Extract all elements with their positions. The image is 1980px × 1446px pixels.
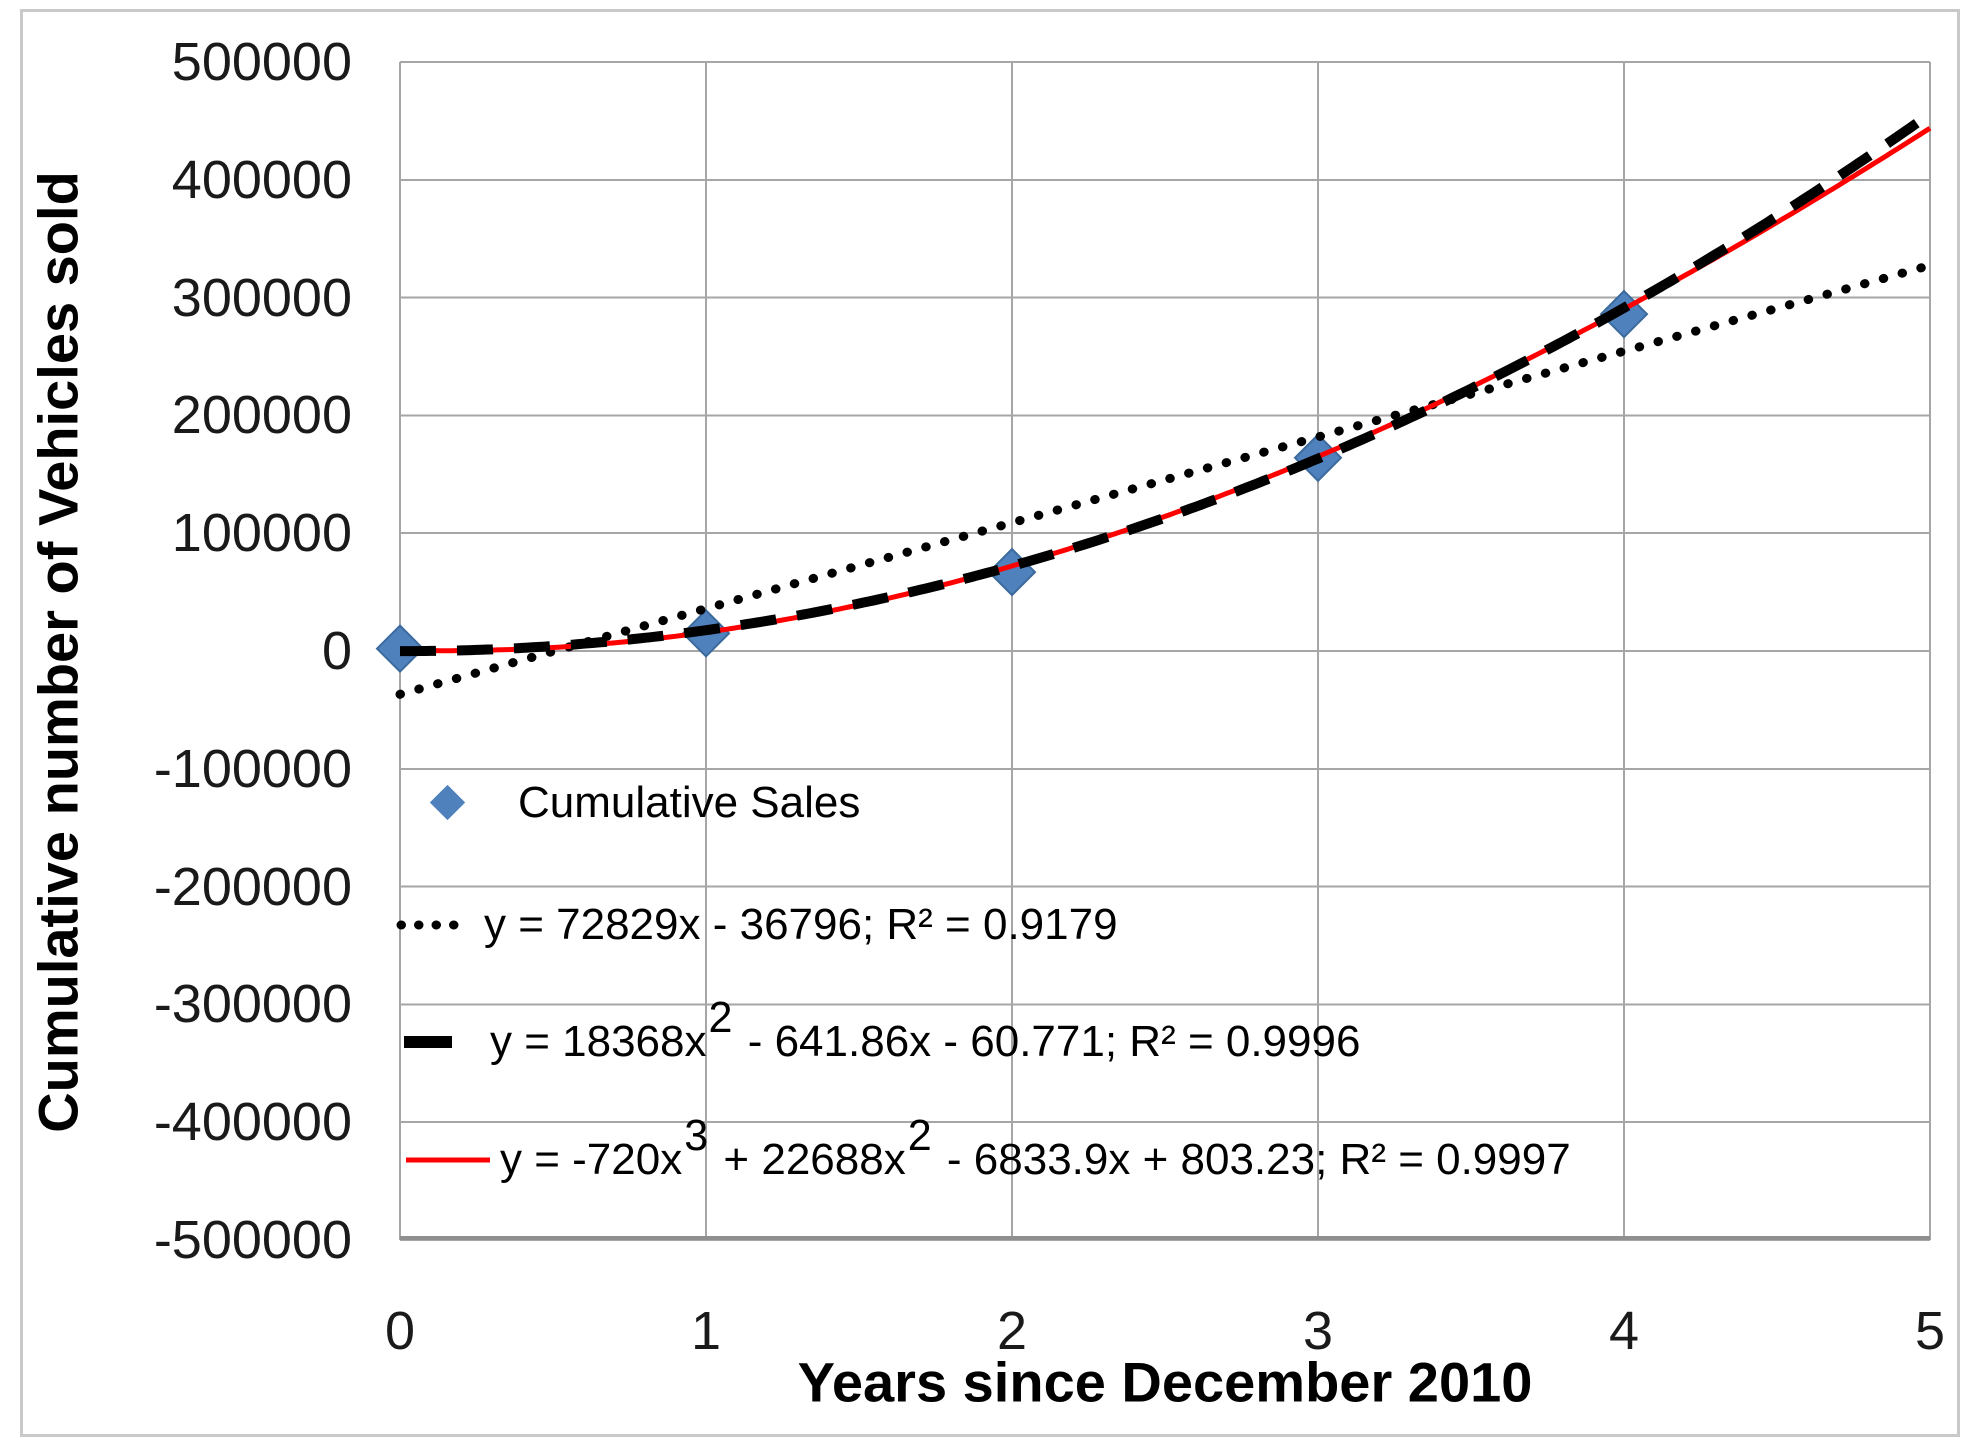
figure-border — [20, 9, 1960, 1437]
diamond-marker-icon — [428, 783, 468, 823]
legend-item-quadratic-trendline: y = 18368x2 - 641.86x - 60.771; R² = 0.9… — [402, 994, 1361, 1074]
y-tick-label: 200000 — [171, 385, 352, 446]
x-tick-label: 3 — [1302, 1301, 1334, 1361]
x-tick-label: 2 — [996, 1301, 1028, 1361]
legend-item-cubic-trendline: y = -720x3 + 22688x2 - 6833.9x + 803.23;… — [406, 1112, 1571, 1192]
y-tick-label: 300000 — [171, 267, 352, 328]
y-tick-label: -400000 — [153, 1092, 352, 1153]
y-tick-label: -500000 — [153, 1210, 352, 1270]
x-tick-label: 5 — [1914, 1301, 1946, 1361]
red-line-marker-icon — [406, 1157, 490, 1163]
legend-item-linear-trendline: y = 72829x - 36796; R² = 0.9179 — [396, 893, 1118, 957]
y-tick-label: 500000 — [171, 32, 352, 92]
linear-equation-label: y = 72829x - 36796; R² = 0.9179 — [484, 900, 1118, 949]
trendline-quadratic-dashed — [400, 109, 1933, 657]
cubic-equation-label: y = -720x3 + 22688x2 - 6833.9x + 803.23;… — [500, 1112, 1571, 1184]
trendline-linear-dotted — [395, 260, 1935, 699]
legend-label-cumulative-sales: Cumulative Sales — [518, 778, 861, 827]
y-tick-label: 100000 — [171, 503, 352, 564]
y-tick-label: -300000 — [153, 974, 352, 1035]
quadratic-equation-label: y = 18368x2 - 641.86x - 60.771; R² = 0.9… — [490, 994, 1361, 1066]
dotted-line-marker-icon — [396, 920, 460, 930]
x-tick-label: 1 — [690, 1301, 722, 1361]
x-tick-label: 4 — [1608, 1301, 1640, 1361]
x-tick-label: 0 — [384, 1301, 416, 1361]
trendline-cubic-solid — [399, 126, 1932, 654]
legend-item-cumulative-sales: Cumulative Sales — [428, 771, 860, 835]
y-tick-label: -100000 — [153, 738, 352, 799]
plot-area — [375, 61, 1935, 1241]
y-tick-label: 400000 — [171, 149, 352, 210]
x-axis-title: Years since December 2010 — [797, 1350, 1533, 1414]
dashed-line-marker-icon — [404, 1036, 452, 1048]
y-tick-label: 0 — [321, 621, 352, 681]
y-tick-label: -200000 — [153, 856, 352, 917]
